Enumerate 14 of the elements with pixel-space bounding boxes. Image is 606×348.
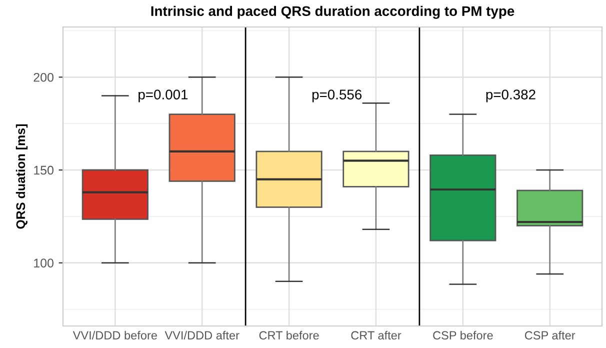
annotation: p=0.001 (138, 90, 188, 102)
y-tick-label: 200 (34, 72, 54, 82)
x-tick-label: VVI/DDD before (72, 330, 157, 340)
x-tick-label: CSP before (433, 330, 493, 340)
x-tick-label: CSP after (524, 330, 576, 340)
annotation: p=0.382 (486, 90, 536, 102)
x-tick-label: CRT after (351, 330, 402, 340)
x-tick-label: VVI/DDD after (164, 330, 240, 340)
annotation: p=0.556 (312, 90, 362, 102)
y-axis-title: QRS duation [ms] (16, 124, 28, 229)
chart-title: Intrinsic and paced QRS duration according to PM type (151, 6, 514, 19)
y-tick-label: 100 (34, 258, 54, 268)
y-tick-label: 150 (34, 166, 54, 175)
x-tick-label: CRT before (259, 330, 319, 340)
